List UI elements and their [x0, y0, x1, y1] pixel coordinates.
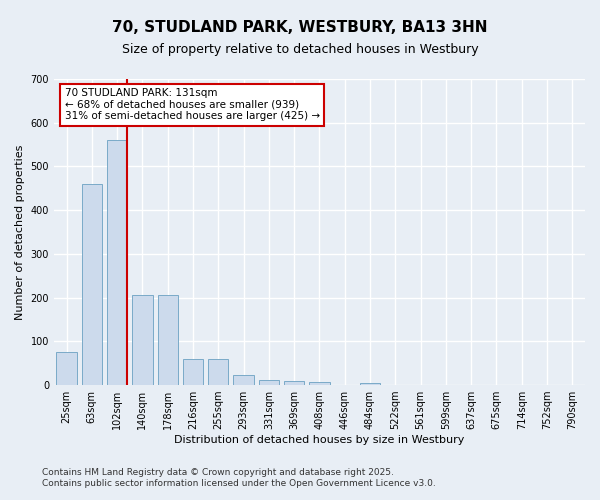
Bar	[233, 376, 254, 385]
Bar	[183, 359, 203, 385]
Text: 70, STUDLAND PARK, WESTBURY, BA13 3HN: 70, STUDLAND PARK, WESTBURY, BA13 3HN	[112, 20, 488, 35]
Text: Contains HM Land Registry data © Crown copyright and database right 2025.
Contai: Contains HM Land Registry data © Crown c…	[42, 468, 436, 487]
Bar	[82, 184, 102, 385]
Bar	[133, 294, 152, 385]
Bar	[208, 359, 229, 385]
Bar	[56, 352, 77, 385]
Bar	[259, 380, 279, 385]
Bar	[158, 294, 178, 385]
Bar	[107, 140, 127, 385]
Bar	[284, 380, 304, 385]
Text: 70 STUDLAND PARK: 131sqm
← 68% of detached houses are smaller (939)
31% of semi-: 70 STUDLAND PARK: 131sqm ← 68% of detach…	[65, 88, 320, 122]
Text: Size of property relative to detached houses in Westbury: Size of property relative to detached ho…	[122, 42, 478, 56]
Y-axis label: Number of detached properties: Number of detached properties	[15, 144, 25, 320]
Bar	[360, 383, 380, 385]
X-axis label: Distribution of detached houses by size in Westbury: Distribution of detached houses by size …	[174, 435, 464, 445]
Bar	[310, 382, 329, 385]
